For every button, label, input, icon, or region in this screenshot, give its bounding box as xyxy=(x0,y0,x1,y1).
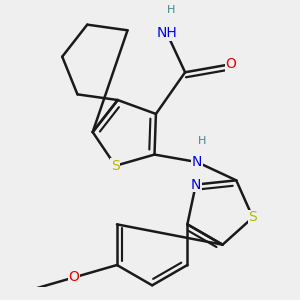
Text: N: N xyxy=(190,178,201,192)
Text: N: N xyxy=(192,155,202,169)
Text: S: S xyxy=(111,159,120,173)
Text: NH: NH xyxy=(156,26,177,40)
Text: H: H xyxy=(198,136,207,146)
Text: O: O xyxy=(226,57,237,71)
Text: H: H xyxy=(167,5,175,15)
Text: O: O xyxy=(68,270,80,284)
Text: S: S xyxy=(248,211,257,224)
